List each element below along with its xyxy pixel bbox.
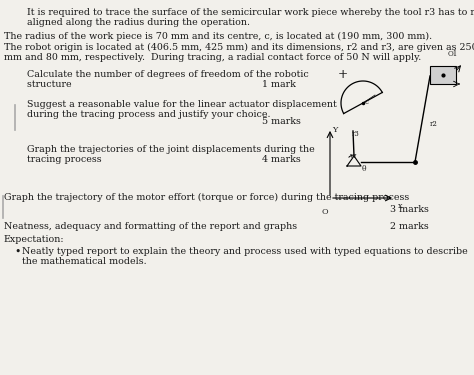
Text: r3: r3 xyxy=(352,130,360,138)
Text: mm and 80 mm, respectively.  During tracing, a radial contact force of 50 N will: mm and 80 mm, respectively. During traci… xyxy=(4,53,421,62)
Text: Calculate the number of degrees of freedom of the robotic: Calculate the number of degrees of freed… xyxy=(18,70,309,79)
Text: during the tracing process and justify your choice.: during the tracing process and justify y… xyxy=(18,110,271,119)
Text: +: + xyxy=(338,68,348,81)
Text: r2: r2 xyxy=(430,120,438,128)
Text: c: c xyxy=(365,98,369,106)
Text: the mathematical models.: the mathematical models. xyxy=(22,257,146,266)
Text: It is required to trace the surface of the semicircular work piece whereby the t: It is required to trace the surface of t… xyxy=(18,8,474,17)
Text: tracing process: tracing process xyxy=(18,155,101,164)
Text: 2 marks: 2 marks xyxy=(390,222,429,231)
Text: Expectation:: Expectation: xyxy=(4,235,64,244)
Text: Neatness, adequacy and formatting of the report and graphs: Neatness, adequacy and formatting of the… xyxy=(4,222,297,231)
Text: •: • xyxy=(14,247,20,257)
Text: O1: O1 xyxy=(448,50,458,58)
Text: aligned along the radius during the operation.: aligned along the radius during the oper… xyxy=(18,18,250,27)
Text: Y: Y xyxy=(332,126,337,134)
Text: 5 marks: 5 marks xyxy=(262,117,301,126)
Text: O: O xyxy=(322,208,328,216)
Text: w: w xyxy=(350,152,356,160)
Text: Graph the trajectories of the joint displacements during the: Graph the trajectories of the joint disp… xyxy=(18,145,315,154)
Text: The robot origin is located at (406.5 mm, 425 mm) and its dimensions, r2 and r3,: The robot origin is located at (406.5 mm… xyxy=(4,43,474,52)
Text: θ: θ xyxy=(362,165,366,173)
Text: x: x xyxy=(398,202,402,210)
Text: 4 marks: 4 marks xyxy=(262,155,301,164)
Text: Graph the trajectory of the motor effort (torque or force) during the tracing pr: Graph the trajectory of the motor effort… xyxy=(4,193,409,202)
Text: structure: structure xyxy=(18,80,72,89)
Text: 3 marks: 3 marks xyxy=(390,205,429,214)
Text: Suggest a reasonable value for the linear actuator displacement: Suggest a reasonable value for the linea… xyxy=(18,100,337,109)
Text: Neatly typed report to explain the theory and process used with typed equations : Neatly typed report to explain the theor… xyxy=(22,247,468,256)
Text: The radius of the work piece is 70 mm and its centre, c, is located at (190 mm, : The radius of the work piece is 70 mm an… xyxy=(4,32,432,41)
Text: 1 mark: 1 mark xyxy=(262,80,296,89)
FancyBboxPatch shape xyxy=(430,66,456,84)
